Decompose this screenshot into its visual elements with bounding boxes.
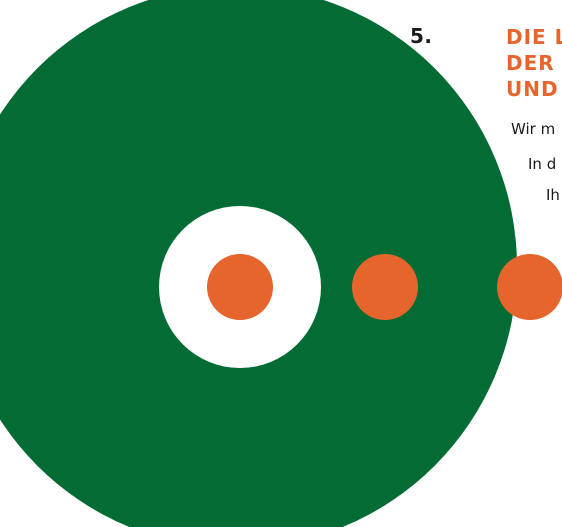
heading-line-2: DER [506,51,555,75]
body-line-2: In d [528,155,557,173]
heading-line-3: UND [506,77,559,101]
body-line-1: Wir m [511,120,556,138]
step-number: 5. [410,24,433,48]
orange-dot-center [207,254,273,320]
orange-dot-right [497,254,562,320]
body-line-3: Ih [546,186,560,204]
section-heading: DIE L DER UND [506,24,562,102]
orange-dot-middle [352,254,418,320]
heading-line-1: DIE L [506,25,562,49]
